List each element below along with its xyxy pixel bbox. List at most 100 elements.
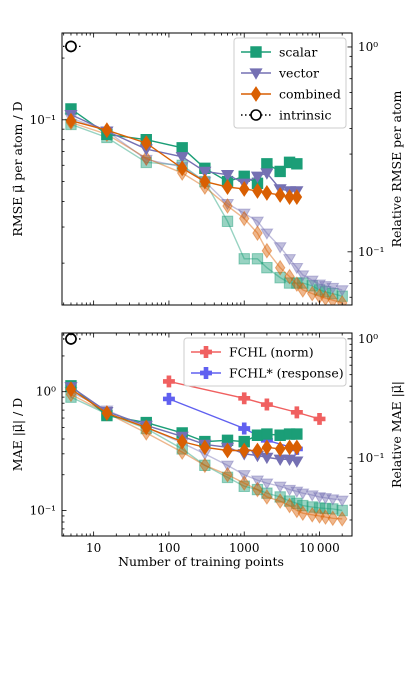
data-point-vector <box>290 456 304 468</box>
data-point-combined-light <box>140 150 152 167</box>
top-panel-rmse: 10⁻¹ 10⁰ 10⁻¹ RMSE μ⃗ per atom / D Relative … <box>10 32 404 306</box>
data-point-combined <box>222 179 233 195</box>
series-line-vector-light <box>70 391 343 501</box>
data-point-scalar-light <box>221 215 234 227</box>
data-point-scalar-light <box>336 504 348 517</box>
data-point-scalar-light <box>274 271 286 284</box>
data-point-combined-light <box>261 242 273 259</box>
data-point-combined-light <box>274 493 286 510</box>
data-point-scalar-light <box>221 471 234 484</box>
data-point-vector-light <box>326 282 340 295</box>
right-y-axis-label: Relative MAE |μ⃗| <box>389 381 404 488</box>
data-point-vector-light <box>326 494 340 506</box>
data-point-scalar-light <box>327 287 339 300</box>
data-point-scalar-light <box>327 503 339 515</box>
data-point-scalar-light <box>261 262 273 274</box>
data-point-combined-light <box>222 198 233 214</box>
right-y-tick-label: 10⁻¹ <box>358 245 384 259</box>
legend-box <box>233 37 347 129</box>
data-point-combined-light <box>336 294 348 305</box>
data-point-intrinsic <box>65 40 77 53</box>
data-point-vector-light <box>335 285 349 297</box>
right-y-tick-label: 10⁻¹ <box>358 451 384 465</box>
data-point-vector-light <box>318 493 333 505</box>
data-point-combined <box>140 419 152 436</box>
data-point-fchl-norm <box>260 398 273 411</box>
data-point-scalar <box>291 158 303 170</box>
data-point-scalar <box>251 429 264 441</box>
data-point-combined-light <box>199 457 211 474</box>
data-point-combined-light <box>274 259 286 276</box>
data-point-vector <box>220 170 235 182</box>
right-y-tick-label: 10⁰ <box>358 40 378 54</box>
plot-frame <box>61 332 353 537</box>
data-point-scalar <box>261 428 273 440</box>
legend-box <box>183 337 347 387</box>
data-point-combined <box>284 189 295 205</box>
x-axis-label: Number of training points <box>118 554 284 569</box>
data-point-scalar-light <box>319 286 332 298</box>
data-point-vector-light <box>237 470 251 482</box>
data-point-combined <box>140 135 152 151</box>
data-point-scalar-light <box>251 253 264 265</box>
data-point-combined <box>65 381 77 398</box>
data-point-vector-light <box>282 254 297 266</box>
data-point-scalar <box>291 428 303 440</box>
data-point-scalar <box>238 435 250 448</box>
data-point-combined <box>101 405 113 422</box>
data-point-scalar-light <box>238 480 250 492</box>
x-tick-label: 10 000 <box>299 541 340 555</box>
data-point-combined-light <box>261 489 273 505</box>
series-line-vector-light <box>70 117 343 291</box>
data-point-vector-light <box>312 279 327 291</box>
legend-marker-fchl-response <box>200 367 212 379</box>
right-y-axis-label: Relative RMSE per atom <box>389 90 404 247</box>
data-point-vector-light <box>296 488 310 500</box>
data-point-combined-light <box>320 290 331 305</box>
data-point-vector-light <box>318 281 333 293</box>
data-point-combined-light <box>222 466 233 483</box>
data-point-scalar <box>274 429 286 441</box>
data-point-combined <box>291 439 303 456</box>
data-point-scalar-light <box>306 501 318 513</box>
right-y-tick-label: 10⁰ <box>358 332 378 346</box>
data-point-scalar-light <box>283 495 296 507</box>
bottom-panel-mae: 10⁰ 10⁻¹ 10⁰ 10⁻¹ 10 100 1000 10 000 MAE |μ⃗| / … <box>10 332 404 569</box>
data-point-fchl-response <box>238 422 251 435</box>
data-point-combined <box>274 440 286 457</box>
data-point-vector-light <box>260 478 274 490</box>
data-point-combined-light <box>284 497 295 514</box>
data-point-combined-light <box>291 502 303 519</box>
series-line-combined-light <box>70 393 343 520</box>
data-point-vector <box>260 168 274 180</box>
data-point-combined-light <box>238 475 250 492</box>
y-tick-label: 10⁻¹ <box>30 503 56 517</box>
data-point-combined-light <box>176 444 188 461</box>
data-point-combined-light <box>314 508 325 524</box>
data-point-combined-light <box>320 509 331 526</box>
data-point-vector-light <box>250 216 265 228</box>
data-point-combined-light <box>297 282 309 298</box>
data-point-vector-light <box>305 490 319 502</box>
data-point-scalar-light <box>306 280 318 292</box>
data-point-scalar-light <box>336 290 348 302</box>
data-point-vector <box>198 166 212 179</box>
data-point-scalar-light <box>319 502 332 515</box>
data-point-scalar <box>261 158 273 170</box>
legend: FCHL (norm) FCHL* (response) <box>183 337 347 387</box>
plot-area <box>63 40 349 305</box>
data-point-vector-light <box>305 275 319 287</box>
data-point-scalar-light <box>274 491 286 503</box>
data-point-combined-light <box>327 510 339 527</box>
legend-label-combined: combined <box>279 87 341 102</box>
x-tick-label: 10 <box>86 541 101 555</box>
data-point-scalar-light <box>283 277 296 289</box>
legend-marker-vector <box>249 68 263 80</box>
data-point-fchl-norm <box>313 412 326 425</box>
data-point-combined <box>222 442 233 459</box>
data-point-vector-light <box>282 484 297 497</box>
data-point-scalar-light <box>140 156 152 169</box>
plot-frame <box>61 32 353 306</box>
data-point-fchl-norm <box>162 375 175 388</box>
